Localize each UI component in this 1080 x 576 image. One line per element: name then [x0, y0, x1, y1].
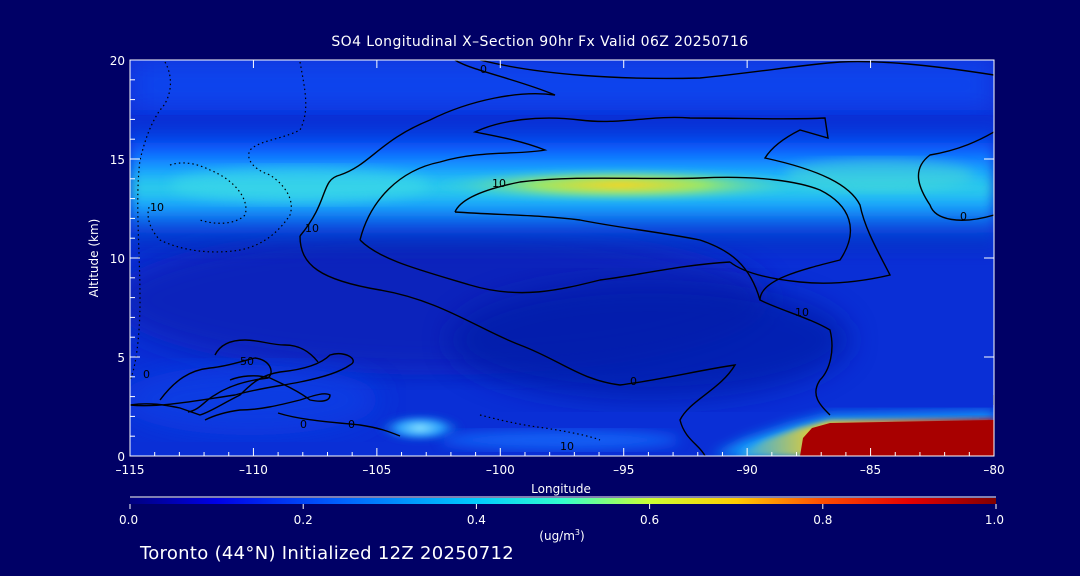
x-tick-label: –110: [239, 463, 268, 477]
contour-label: 0: [480, 63, 487, 76]
colorbar-gradient: [130, 498, 996, 504]
contour-label: 10: [795, 306, 809, 319]
colorbar-tick-label: 1.0: [985, 513, 1004, 527]
contour-line: [130, 353, 354, 416]
field-top-band: [130, 60, 994, 110]
x-tick-label: –95: [613, 463, 634, 477]
surface-plume-core: [800, 420, 994, 456]
field-dark-mid-east: [450, 280, 850, 400]
contour-line: [299, 60, 556, 237]
colorbar: 0.0 0.2 0.4 0.6 0.8 1.0 (ug/m3): [119, 496, 1004, 543]
low-level-streak: [440, 430, 680, 450]
contour-line: [214, 339, 319, 363]
contour-line: [359, 239, 731, 294]
colorbar-tick-label: 0.2: [294, 513, 313, 527]
contour-label: 0: [348, 418, 355, 431]
x-tick-label: –115: [116, 463, 145, 477]
contour-line: [299, 235, 737, 456]
contour-line: [479, 60, 994, 80]
x-tick-label: –105: [362, 463, 391, 477]
chart-title: SO4 Longitudinal X–Section 90hr Fx Valid…: [331, 34, 749, 50]
contour-label: 10: [305, 222, 319, 235]
contour-label: 10: [492, 177, 506, 190]
y-tick-label: 15: [110, 153, 125, 167]
contour-line: [277, 412, 401, 437]
y-axis: 0 5 10 15 20: [110, 54, 994, 464]
y-tick-label: 5: [117, 351, 125, 365]
contour-label: 0: [300, 418, 307, 431]
colorbar-units: (ug/m3): [539, 528, 584, 543]
x-tick-label: –90: [737, 463, 758, 477]
field-low-west: [130, 365, 380, 435]
contour-lines-dotted: [130, 61, 601, 441]
y-tick-label: 10: [110, 252, 125, 266]
colorbar-ticks: 0.0 0.2 0.4 0.6 0.8 1.0: [119, 504, 1004, 527]
upper-layer-west-lobe: [170, 167, 430, 203]
x-axis: –115 –110 –105 –100 –95 –90 –85 –80: [116, 60, 1005, 477]
contour-label: 0: [143, 368, 150, 381]
upper-layer-core: [430, 168, 810, 202]
contour-line-dotted: [169, 162, 247, 224]
y-tick-label: 0: [117, 450, 125, 464]
colorbar-units-superscript: 3: [575, 528, 580, 537]
x-tick-label: –85: [860, 463, 881, 477]
x-axis-label: Longitude: [531, 482, 591, 496]
x-tick-label: –80: [983, 463, 1004, 477]
contour-line: [359, 116, 892, 284]
contour-label: 10: [150, 201, 164, 214]
contour-line: [159, 357, 272, 413]
contour-label: 50: [240, 355, 254, 368]
upper-layer-east-lobe: [785, 159, 975, 191]
x-tick-label: –100: [486, 463, 515, 477]
contour-line: [917, 131, 994, 221]
contour-line: [204, 375, 331, 421]
y-axis-label: Altitude (km): [87, 219, 101, 298]
contour-lines: [130, 60, 994, 456]
colorbar-tick-label: 0.4: [467, 513, 486, 527]
colorbar-units-prefix: (ug/m: [539, 529, 575, 543]
contour-label: 10: [560, 440, 574, 453]
contour-line: [454, 176, 851, 416]
contour-label: 0: [960, 210, 967, 223]
colorbar-units-suffix: ): [580, 529, 585, 543]
contour-labels: 0 10 10 10 0 0 10 0 50 0 0 10: [143, 63, 967, 453]
colorbar-tick-label: 0.8: [813, 513, 832, 527]
contour-line-dotted: [147, 61, 307, 253]
contour-line-dotted: [130, 61, 172, 381]
colorbar-tick-label: 0.6: [640, 513, 659, 527]
contour-line: [454, 211, 761, 301]
y-tick-label: 20: [110, 54, 125, 68]
colorbar-tick-label: 0.0: [119, 513, 138, 527]
footer-location: Toronto (44°N) Initialized 12Z 20250712: [140, 543, 515, 564]
concentration-field: [130, 60, 994, 456]
contour-label: 0: [630, 375, 637, 388]
